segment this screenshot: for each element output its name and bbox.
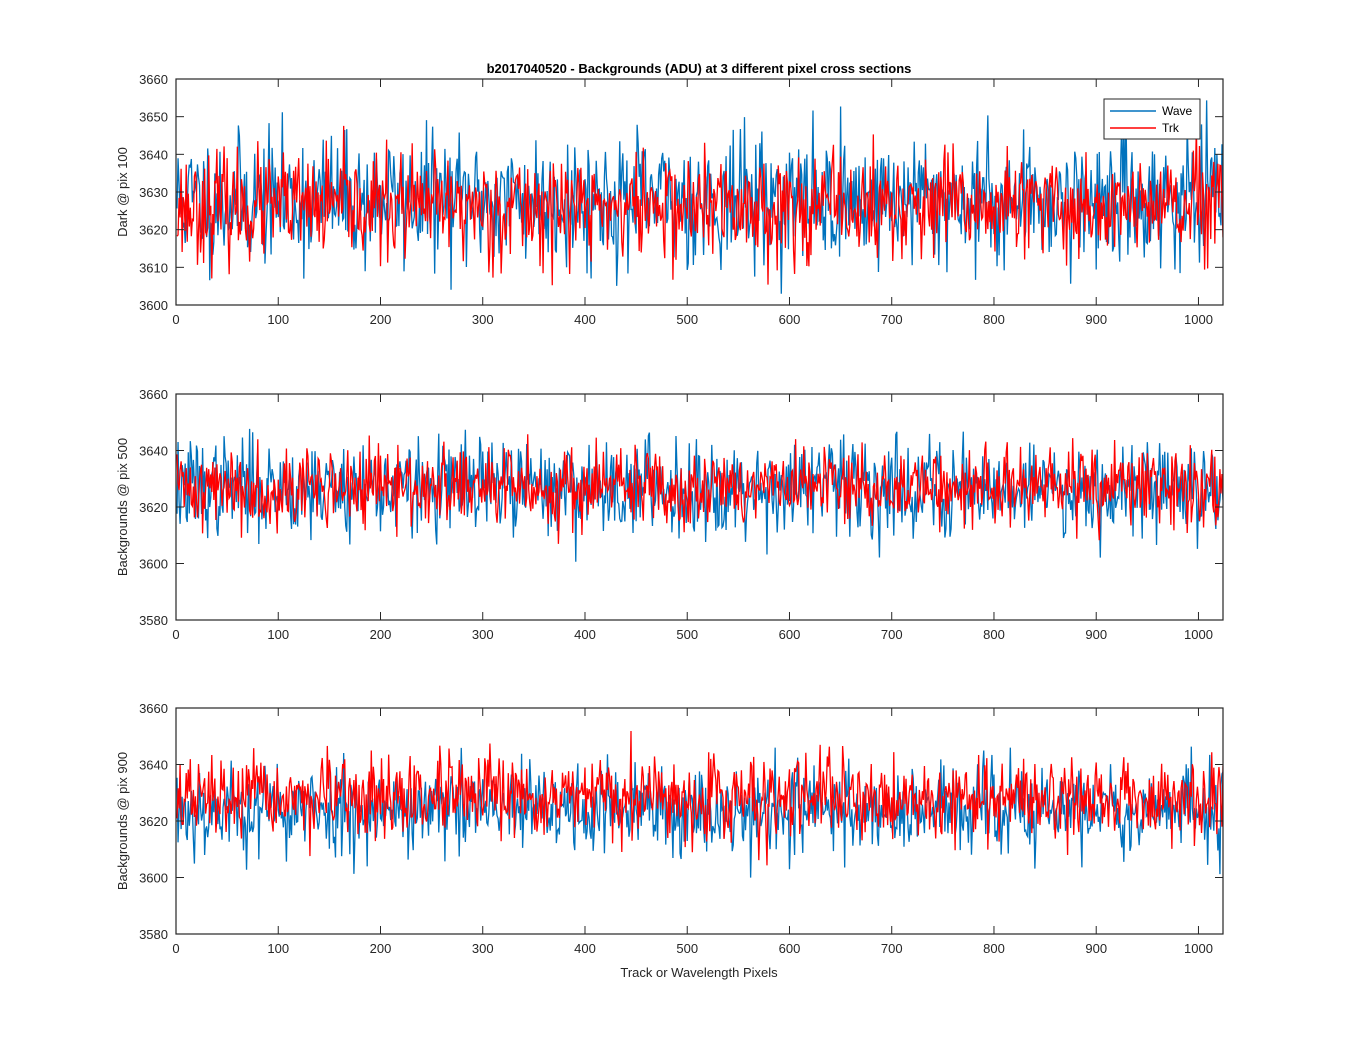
y-tick-label: 3620	[139, 814, 168, 829]
legend: Wave Trk	[1103, 98, 1201, 140]
legend-label-trk: Trk	[1162, 121, 1180, 135]
y-tick-label: 3640	[139, 758, 168, 773]
y-tick-label: 3630	[139, 185, 168, 200]
x-tick-label: 1000	[1184, 312, 1213, 327]
x-tick-label: 500	[676, 941, 698, 956]
x-tick-label: 600	[779, 627, 801, 642]
x-tick-label: 500	[676, 627, 698, 642]
subplot-2: 0 100 200 300 400 500 600 700 800 900 1000 3580 3600…	[115, 387, 1224, 642]
x-tick-label: 200	[370, 627, 392, 642]
x-tick-label: 900	[1085, 312, 1107, 327]
y-tick-label: 3600	[139, 557, 168, 572]
x-tick-label: 300	[472, 312, 494, 327]
y-tick-label: 3620	[139, 223, 168, 238]
legend-label-wave: Wave	[1162, 104, 1193, 118]
x-tick-label: 500	[676, 312, 698, 327]
x-axis-label: Track or Wavelength Pixels	[620, 965, 778, 980]
y-tick-label: 3660	[139, 72, 168, 87]
series-line-trk	[176, 434, 1223, 544]
series-line-wave	[176, 428, 1223, 562]
x-tick-label: 900	[1085, 941, 1107, 956]
x-tick-label: 100	[267, 627, 289, 642]
x-tick-label: 1000	[1184, 941, 1213, 956]
x-tick-label: 400	[574, 312, 596, 327]
series-line-trk	[176, 123, 1223, 286]
x-tick-label: 600	[779, 312, 801, 327]
y-tick-label: 3640	[139, 444, 168, 459]
y-tick-label: 3580	[139, 927, 168, 942]
subplot-1: 0 100 200 300 400 500 600 700 800 900 1000 3600 3610…	[115, 72, 1224, 327]
subplots: 0 100 200 300 400 500 600 700 800 900 100036003610…	[115, 72, 1224, 956]
x-tick-label: 800	[983, 627, 1005, 642]
x-tick-label: 800	[983, 941, 1005, 956]
y-axis-label: Backgrounds @ pix 500	[115, 438, 130, 576]
x-tick-label: 300	[472, 627, 494, 642]
x-tick-label: 200	[370, 941, 392, 956]
series-line-trk	[176, 730, 1223, 866]
x-tick-label: 0	[172, 312, 179, 327]
y-tick-label: 3610	[139, 260, 168, 275]
subplot-3: 0 100 200 300 400 500 600 700 800 900 1000 3580 3600…	[115, 701, 1224, 956]
y-tick-label: 3650	[139, 110, 168, 125]
x-tick-label: 900	[1085, 627, 1107, 642]
y-tick-label: 3600	[139, 871, 168, 886]
x-tick-label: 200	[370, 312, 392, 327]
x-tick-label: 0	[172, 941, 179, 956]
x-tick-label: 300	[472, 941, 494, 956]
x-tick-label: 700	[881, 627, 903, 642]
x-tick-label: 400	[574, 941, 596, 956]
x-tick-label: 700	[881, 941, 903, 956]
y-tick-label: 3580	[139, 613, 168, 628]
x-tick-label: 400	[574, 627, 596, 642]
legend-box	[1103, 98, 1201, 140]
y-tick-label: 3660	[139, 701, 168, 716]
y-tick-label: 3640	[139, 147, 168, 162]
y-axis-label: Dark @ pix 100	[115, 147, 130, 237]
y-tick-label: 3620	[139, 500, 168, 515]
x-tick-label: 100	[267, 312, 289, 327]
x-tick-label: 600	[779, 941, 801, 956]
x-tick-label: 700	[881, 312, 903, 327]
x-tick-label: 1000	[1184, 627, 1213, 642]
y-tick-label: 3600	[139, 298, 168, 313]
figure-title: b2017040520 - Backgrounds (ADU) at 3 dif…	[487, 61, 912, 76]
x-tick-label: 100	[267, 941, 289, 956]
x-tick-label: 0	[172, 627, 179, 642]
y-axis-label: Backgrounds @ pix 900	[115, 752, 130, 890]
y-tick-label: 3660	[139, 387, 168, 402]
x-tick-label: 800	[983, 312, 1005, 327]
